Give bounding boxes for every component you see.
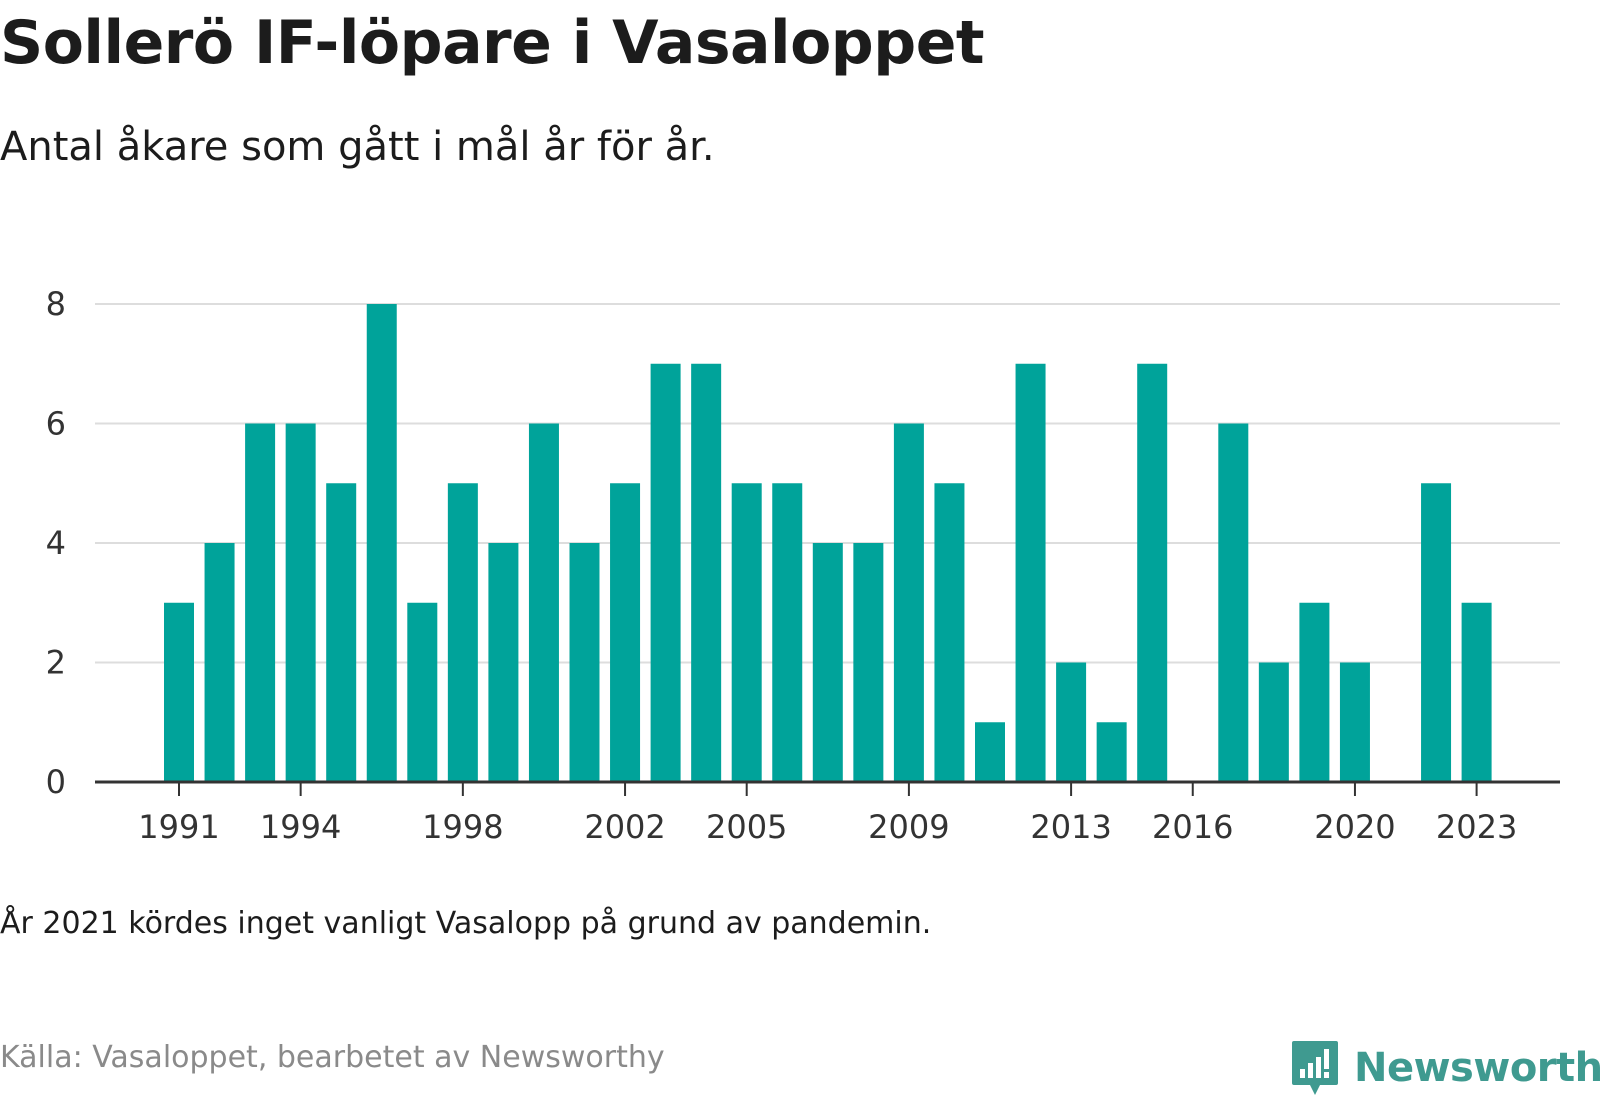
x-tick-label: 2020 (1314, 808, 1395, 846)
x-tick-label: 1994 (260, 808, 341, 846)
bar-2008 (853, 543, 884, 782)
bar-2019 (1299, 602, 1330, 782)
bar-2001 (569, 543, 600, 782)
newsworthy-logo-icon (1292, 1041, 1338, 1095)
chart-note: År 2021 kördes inget vanligt Vasalopp på… (0, 906, 932, 941)
bar-2012 (1015, 363, 1046, 782)
chart-subtitle: Antal åkare som gått i mål år för år. (0, 124, 715, 170)
bar-2022 (1421, 483, 1452, 782)
bar-2014 (1096, 722, 1127, 782)
bar-chart: 0 2 4 6 8 1991 1994 1998 2002 2005 2009 2013 2016 202… (46, 285, 1560, 846)
bar-1999 (488, 543, 519, 782)
brand-name: Newsworthy (1354, 1045, 1600, 1091)
bar-2015 (1137, 363, 1168, 782)
y-tick-label: 8 (46, 285, 66, 323)
bar-1998 (447, 483, 478, 782)
x-tick-label: 2005 (706, 808, 787, 846)
bar-1997 (407, 602, 438, 782)
bar-2004 (691, 363, 722, 782)
x-tick-label: 2013 (1030, 808, 1111, 846)
bar-2020 (1339, 662, 1370, 782)
bar-1992 (204, 543, 235, 782)
x-tick-label: 1998 (422, 808, 503, 846)
bar-1991 (164, 602, 194, 782)
bar-2017 (1218, 423, 1249, 782)
bar-2005 (731, 483, 762, 782)
x-tick-label: 2009 (868, 808, 949, 846)
bar-2013 (1056, 662, 1087, 782)
x-tick-label: 2002 (584, 808, 665, 846)
brand-logo: Newsworthy (1290, 1036, 1600, 1100)
y-tick-label: 6 (46, 405, 66, 443)
source-credit: Källa: Vasaloppet, bearbetet av Newswort… (0, 1040, 665, 1075)
bar-1994 (285, 423, 316, 782)
bar-2000 (528, 423, 559, 782)
bar-2006 (772, 483, 803, 782)
bar-2023 (1461, 602, 1492, 782)
chart-title: Sollerö IF-löpare i Vasaloppet (0, 8, 985, 78)
bar-2002 (610, 483, 641, 782)
bar-2018 (1258, 662, 1289, 782)
x-tick-label: 1991 (138, 808, 219, 846)
bar-2010 (934, 483, 965, 782)
bar-1996 (366, 304, 397, 782)
bar-2003 (650, 363, 681, 782)
bar-2011 (975, 722, 1005, 782)
y-tick-label: 4 (46, 524, 66, 562)
x-tick-label: 2023 (1436, 808, 1517, 846)
y-tick-label: 0 (46, 763, 66, 801)
bar-1995 (326, 483, 357, 782)
bar-1993 (245, 423, 276, 782)
bar-2007 (812, 543, 843, 782)
x-tick-label: 2016 (1152, 808, 1233, 846)
y-tick-label: 2 (46, 644, 66, 682)
bar-2009 (893, 423, 924, 782)
